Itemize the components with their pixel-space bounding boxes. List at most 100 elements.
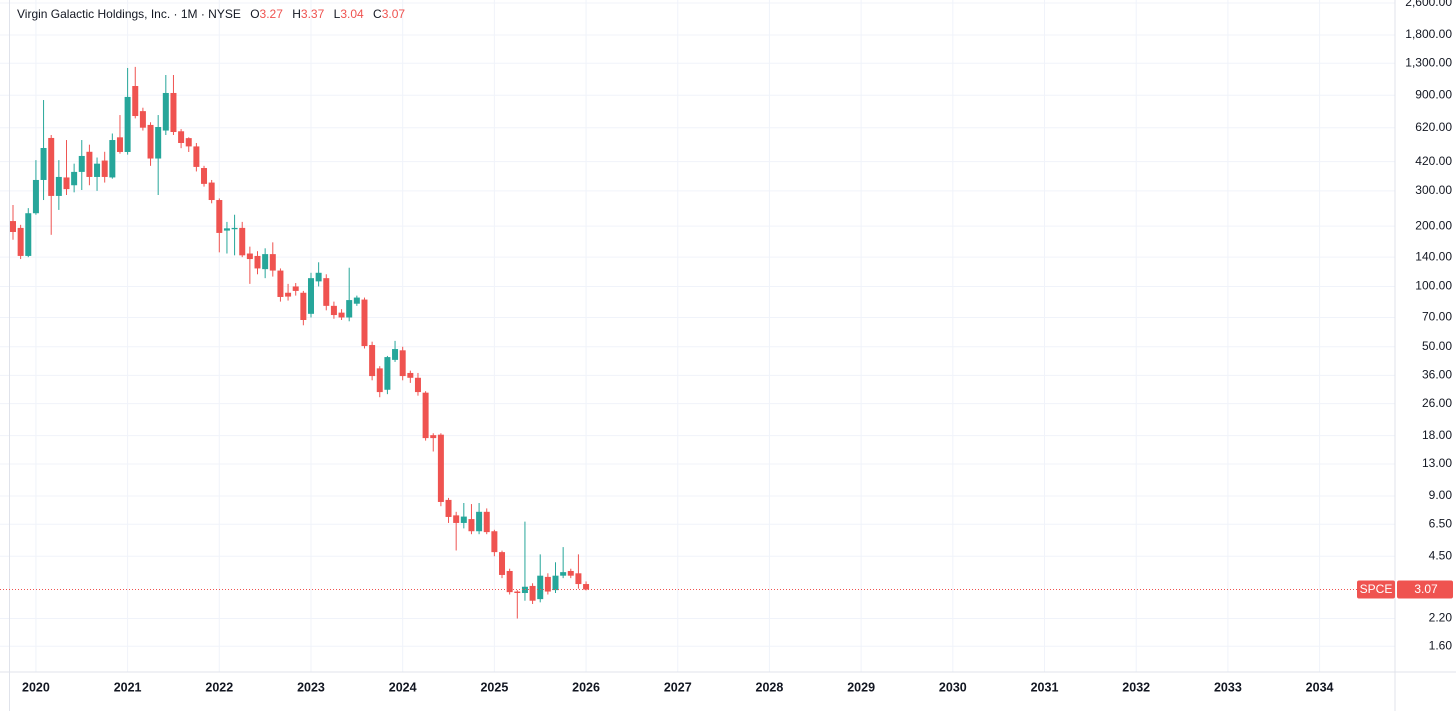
legend-header: Virgin Galactic Holdings, Inc. · 1M · NY… [17,7,405,21]
candle-body [430,435,437,439]
y-tick-label: 6.50 [1429,516,1453,530]
candle-body [453,515,460,523]
x-tick-label: 2034 [1306,680,1334,694]
candle-body [162,92,169,131]
candle-body [476,511,483,532]
y-tick-label: 1,800.00 [1405,27,1452,41]
ohlc-value: 3.27 [259,7,283,21]
x-tick-label: 2020 [22,680,50,694]
y-tick-label: 9.00 [1429,488,1453,502]
ohlc-value: 3.04 [340,7,364,21]
ohlc-label: O [250,7,260,21]
candle-body [285,292,292,297]
candle-body [40,147,47,180]
candle-body [399,350,406,377]
y-tick-label: 100.00 [1415,279,1452,293]
x-tick-label: 2025 [480,680,508,694]
candle-body [575,573,582,585]
candle-body [392,349,399,360]
candle-body [55,176,62,196]
candle-body [239,227,246,256]
x-tick-label: 2032 [1122,680,1150,694]
x-tick-label: 2031 [1031,680,1059,694]
candle-body [262,254,269,270]
candle-body [292,286,299,291]
candle-body [147,124,154,159]
candle-body [63,177,70,190]
candle-body [407,372,414,378]
candle-body [71,171,78,186]
candle-body [307,278,314,314]
candle-body [330,305,337,316]
candle-body [445,499,452,517]
y-tick-label: 1,300.00 [1405,55,1452,69]
candle-body [468,519,475,532]
y-tick-label: 36.00 [1422,368,1452,382]
candle-body [338,312,345,318]
candle-body [506,570,513,593]
y-tick-label: 2.20 [1429,611,1453,625]
candle-body [483,511,490,533]
x-tick-label: 2021 [114,680,142,694]
candle-body [231,227,238,230]
y-tick-label: 620.00 [1415,120,1452,134]
candle-body [208,182,215,201]
candle-body [170,92,177,133]
candle-body [529,585,536,601]
candle-body [537,575,544,600]
candle-body [521,586,528,594]
candle-body [78,155,85,172]
candle-body [376,368,383,393]
candle-body [86,151,93,177]
candle-body [101,160,108,177]
ohlc-label: C [373,7,382,21]
symbol-label: SPCE [1360,582,1393,596]
candle-body [201,168,208,184]
candle-body [216,200,223,233]
y-tick-label: 420.00 [1415,154,1452,168]
candle-body [178,131,185,143]
ohlc-value: 3.07 [381,7,406,21]
candle-body [514,591,521,594]
candle-body [246,253,253,260]
candle-body [25,213,32,256]
candle-body [109,140,116,178]
candle-body [552,575,559,591]
candle-body [10,221,16,232]
x-tick-label: 2030 [939,680,967,694]
candle-body [361,299,368,347]
x-tick-label: 2027 [664,680,692,694]
candle-body [460,516,467,523]
price-label: 3.07 [1414,582,1438,596]
candle-body [353,297,360,304]
ohlc-value: 3.37 [300,7,325,21]
y-tick-label: 4.50 [1429,548,1453,562]
x-tick-label: 2024 [389,680,417,694]
candle-body [300,292,307,321]
candle-body [544,576,551,592]
x-tick-label: 2028 [756,680,784,694]
y-tick-label: 50.00 [1422,339,1452,353]
y-tick-label: 13.00 [1422,456,1452,470]
candle-body [254,255,261,269]
candle-body [567,570,574,576]
ohlc-label: L [333,7,341,21]
candle-body [277,270,284,297]
candle-body [384,357,391,390]
candle-body [223,228,230,231]
y-tick-label: 140.00 [1415,249,1452,263]
candle-body [155,126,162,159]
candle-body [116,137,123,152]
candle-body [437,434,444,502]
candle-body [269,254,276,271]
x-tick-label: 2022 [205,680,233,694]
y-tick-label: 2,600.00 [1405,0,1452,9]
x-tick-label: 2033 [1214,680,1242,694]
candle-body [422,392,429,439]
candle-body [132,86,139,117]
candle-body [17,227,24,256]
candle-body [583,584,590,590]
candle-body [193,146,200,167]
candle-body [560,572,567,576]
